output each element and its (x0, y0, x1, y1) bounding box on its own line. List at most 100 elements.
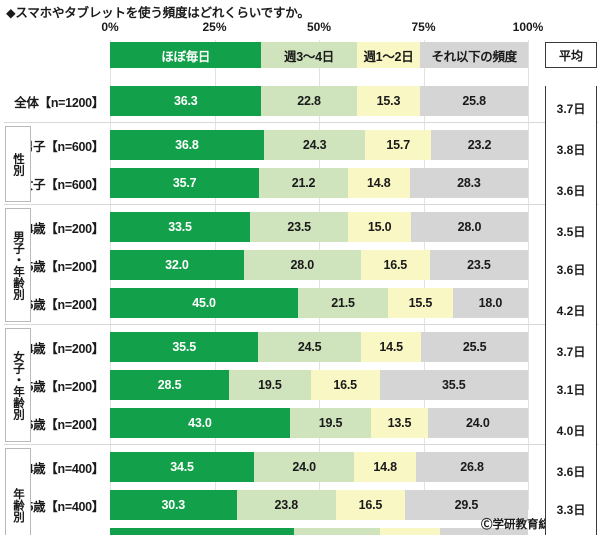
legend-item-2: 週1～2日 (356, 42, 421, 68)
bar-segment-0: 30.3 (110, 490, 237, 520)
bar-segment-3: 24.0 (427, 408, 528, 438)
stacked-bar: 36.3 22.8 15.3 25.8 (110, 86, 528, 116)
stacked-bar: 35.5 24.5 14.5 25.5 (110, 332, 528, 362)
bar-segment-3: 26.8 (416, 452, 528, 482)
group-separator (4, 204, 598, 205)
row-category-label: 5歳【n=400】 (26, 499, 104, 514)
bar-segment-0: 35.5 (110, 332, 259, 362)
row-category-label: 6歳【n=200】 (26, 417, 104, 432)
bar-segment-2: 14.5 (360, 332, 422, 362)
bar-segment-2: 15.5 (387, 288, 453, 318)
group-separator (4, 444, 598, 445)
bar-segment-0: 35.7 (110, 168, 260, 198)
bar-segment-3: 29.5 (404, 490, 528, 520)
average-value-cell: 4.2日 (545, 288, 597, 332)
gridline (528, 40, 529, 510)
bar-segment-0: 32.0 (110, 250, 244, 280)
bar-segment-1: 23.5 (250, 212, 349, 242)
group-box-1: 性別 (5, 126, 31, 202)
group-box-2: 男子・年齢別 (5, 208, 31, 322)
bar-segment-3: 23.2 (431, 130, 528, 160)
bar-segment-1: 19.5 (229, 370, 311, 400)
average-value-cell: 3.6日 (545, 250, 597, 288)
group-box-label: 女子・年齢別 (12, 350, 25, 420)
average-value-cell: 4.1日 (545, 528, 597, 535)
stacked-bar: 35.7 21.2 14.8 28.3 (110, 168, 528, 198)
chart-row: 6歳【n=200】 43.0 19.5 13.5 24.0 (0, 408, 600, 438)
bar-segment-3: 28.3 (409, 168, 528, 198)
x-tick-label: 75% (411, 20, 436, 34)
bar-segment-1: 19.5 (289, 408, 372, 438)
bar-segment-3: 28.0 (410, 212, 528, 242)
chart-legend: ほぼ毎日 週3～4日 週1～2日 それ以下の頻度 (110, 42, 528, 68)
average-value-cell: 4.0日 (545, 408, 597, 452)
bar-segment-2: 15.3 (356, 86, 421, 116)
average-value-cell: 3.8日 (545, 130, 597, 168)
bar-segment-3: 18.0 (452, 288, 528, 318)
bar-segment-1: 28.0 (243, 250, 361, 280)
bar-segment-1: 24.3 (263, 130, 366, 160)
chart-row: 全体【n=1200】 36.3 22.8 15.3 25.8 (0, 86, 600, 116)
bar-segment-3: 21.0 (440, 528, 528, 535)
group-box-4: 年齢別 (5, 448, 31, 535)
row-category-label: 5歳【n=200】 (26, 259, 104, 274)
x-axis-ticks: 0% 25% 50% 75% 100% (0, 20, 600, 36)
chart-row: 6歳【n=400】44.020.514.521.0 (0, 528, 600, 535)
legend-item-3: それ以下の頻度 (420, 42, 528, 68)
bar-segment-1: 24.5 (258, 332, 361, 362)
bar-segment-3: 25.5 (421, 332, 528, 362)
average-value-cell: 3.1日 (545, 370, 597, 408)
row-category-label: 5歳【n=200】 (26, 379, 104, 394)
bar-segment-0: 36.3 (110, 86, 262, 116)
bar-segment-2: 16.5 (310, 370, 380, 400)
chart-row: 5歳【n=400】 30.3 23.8 16.5 29.5 (0, 490, 600, 520)
stacked-bar: 45.0 21.5 15.5 18.0 (110, 288, 528, 318)
bar-segment-3: 25.8 (420, 86, 528, 116)
chart-row: 4歳【n=200】 33.5 23.5 15.0 28.0 (0, 212, 600, 242)
group-separator (4, 324, 598, 325)
stacked-bar: 36.8 24.3 15.7 23.2 (110, 130, 528, 160)
average-value-cell: 3.3日 (545, 490, 597, 528)
bar-segment-2: 14.5 (379, 528, 441, 535)
row-category-label: 男子【n=600】 (20, 139, 104, 154)
legend-item-1: 週3～4日 (261, 42, 357, 68)
stacked-bar: 43.0 19.5 13.5 24.0 (110, 408, 528, 438)
row-category-label: 4歳【n=200】 (26, 221, 104, 236)
stacked-bar: 32.0 28.0 16.5 23.5 (110, 250, 528, 280)
chart-row: 6歳【n=200】 45.0 21.5 15.5 18.0 (0, 288, 600, 318)
chart-row: 5歳【n=200】 28.5 19.5 16.5 35.5 (0, 370, 600, 400)
bar-segment-0: 33.5 (110, 212, 251, 242)
average-value-cell: 3.6日 (545, 452, 597, 490)
bar-segment-2: 15.0 (348, 212, 411, 242)
x-tick-label: 100% (512, 20, 544, 34)
bar-segment-3: 23.5 (429, 250, 528, 280)
bar-segment-2: 16.5 (335, 490, 405, 520)
bar-segment-2: 13.5 (371, 408, 428, 438)
bar-segment-0: 34.5 (110, 452, 255, 482)
legend-item-0: ほぼ毎日 (110, 42, 262, 68)
stacked-bar: 44.020.514.521.0 (110, 528, 528, 535)
stacked-bar: 33.5 23.5 15.0 28.0 (110, 212, 528, 242)
row-category-label: 4歳【n=200】 (26, 341, 104, 356)
average-value-cell: 3.7日 (545, 86, 597, 130)
group-box-3: 女子・年齢別 (5, 328, 31, 442)
stacked-bar: 28.5 19.5 16.5 35.5 (110, 370, 528, 400)
bar-segment-0: 45.0 (110, 288, 299, 318)
bar-segment-2: 14.8 (354, 452, 417, 482)
bar-segment-1: 24.0 (254, 452, 355, 482)
chart-row: 4歳【n=400】 34.5 24.0 14.8 26.8 (0, 452, 600, 482)
bar-segment-1: 21.2 (259, 168, 348, 198)
bar-segment-3: 35.5 (379, 370, 528, 400)
bar-segment-2: 15.7 (365, 130, 431, 160)
average-column-header: 平均 (545, 42, 597, 68)
stacked-bar: 34.5 24.0 14.8 26.8 (110, 452, 528, 482)
bar-segment-1: 21.5 (298, 288, 388, 318)
bar-segment-0: 28.5 (110, 370, 230, 400)
bar-segment-1: 20.5 (293, 528, 380, 535)
group-box-label: 年齢別 (12, 487, 25, 523)
average-value-cell: 3.7日 (545, 332, 597, 370)
group-box-label: 性別 (12, 152, 25, 176)
row-category-label: 4歳【n=400】 (26, 461, 104, 476)
bar-segment-2: 16.5 (360, 250, 430, 280)
